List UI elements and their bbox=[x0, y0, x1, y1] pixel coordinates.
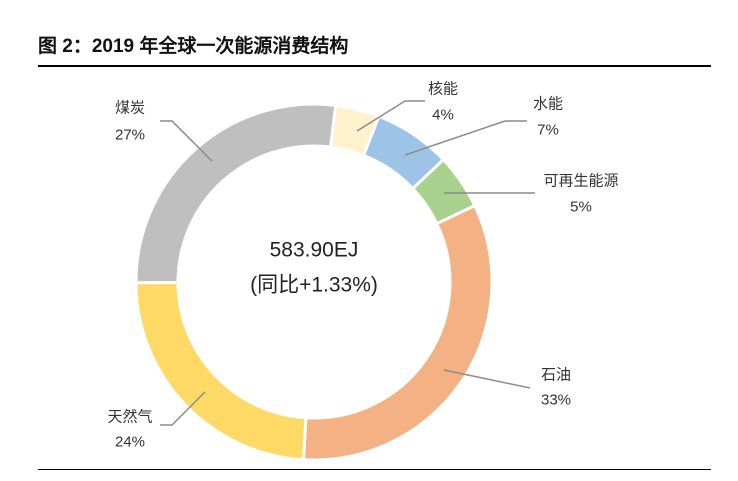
slice-category-label: 水能 bbox=[533, 96, 563, 113]
slice-percent-label: 5% bbox=[570, 199, 592, 216]
bottom-divider bbox=[38, 469, 711, 470]
title-divider bbox=[38, 65, 711, 67]
leader-line bbox=[443, 369, 531, 389]
slice-percent-label: 7% bbox=[537, 122, 559, 139]
slice-percent-label: 27% bbox=[115, 127, 145, 144]
slice-category-label: 煤炭 bbox=[115, 100, 145, 117]
figure-title: 图 2：2019 年全球一次能源消费结构 bbox=[38, 36, 349, 57]
slice-category-label: 石油 bbox=[541, 367, 571, 384]
donut-slice bbox=[134, 280, 308, 462]
slice-category-label: 核能 bbox=[428, 81, 458, 98]
center-change-label: (同比+1.33%) bbox=[250, 274, 378, 297]
slice-percent-label: 33% bbox=[541, 392, 571, 409]
slice-category-label: 可再生能源 bbox=[543, 173, 618, 190]
donut-slices bbox=[134, 102, 494, 462]
leader-line bbox=[404, 120, 527, 156]
leader-lines bbox=[160, 100, 535, 426]
slice-percent-label: 4% bbox=[432, 107, 454, 124]
center-total-label: 583.90EJ bbox=[270, 239, 359, 262]
leader-line bbox=[160, 391, 206, 426]
slice-category-label: 天然气 bbox=[107, 409, 152, 426]
leader-line bbox=[160, 120, 213, 162]
leader-line bbox=[356, 100, 425, 132]
donut-slice bbox=[134, 102, 338, 285]
slice-percent-label: 24% bbox=[115, 434, 145, 451]
slice-labels: 核能 4% 水能 7% 可再生能源 5% 石油 33% 天然气 24% 煤炭 27% bbox=[107, 81, 618, 451]
